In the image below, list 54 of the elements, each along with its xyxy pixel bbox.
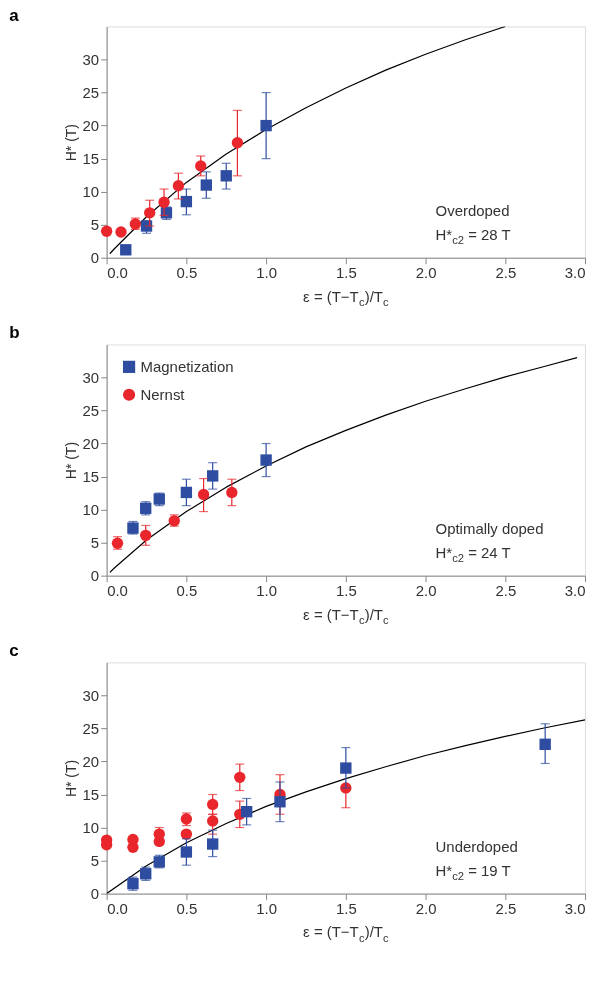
y-tick-label: 20 xyxy=(82,117,100,135)
x-tick-label: 3.0 xyxy=(564,264,586,282)
x-tick-label: 0.0 xyxy=(107,264,128,282)
chart-title: a xyxy=(9,5,20,25)
y-tick-label: 25 xyxy=(82,84,100,102)
x-tick-label: 0.0 xyxy=(107,900,128,918)
x-tick-label: 2.5 xyxy=(495,582,517,600)
y-axis-title: H* (T) xyxy=(62,124,79,162)
y-axis-title: H* (T) xyxy=(62,759,79,798)
y-tick-label: 0 xyxy=(90,885,100,903)
x-tick-label: 1.5 xyxy=(335,264,357,282)
x-tick-label: 1.5 xyxy=(335,582,357,600)
y-tick-label: 30 xyxy=(82,51,100,69)
annotation: Underdoped xyxy=(435,837,518,855)
x-tick-label: 1.5 xyxy=(335,900,357,918)
y-tick-label: 30 xyxy=(82,368,100,386)
x-tick-label: 2.0 xyxy=(415,900,437,918)
x-tick-label: 0.5 xyxy=(176,264,198,282)
x-tick-label: 2.0 xyxy=(415,582,437,600)
y-tick-label: 30 xyxy=(82,686,100,704)
x-tick-label: 3.0 xyxy=(564,900,586,918)
y-tick-label: 0 xyxy=(90,567,100,585)
x-tick-label: 1.0 xyxy=(256,900,277,918)
y-tick-label: 15 xyxy=(82,468,100,486)
x-tick-label: 1.0 xyxy=(256,582,277,600)
x-tick-label: 0.5 xyxy=(176,582,198,600)
y-tick-label: 5 xyxy=(90,534,100,552)
y-tick-label: 5 xyxy=(90,852,100,870)
legend-label: Magnetization xyxy=(140,357,234,375)
y-tick-label: 20 xyxy=(82,435,100,453)
chart-title: b xyxy=(9,323,20,343)
y-tick-label: 15 xyxy=(82,785,100,803)
y-tick-label: 10 xyxy=(82,819,100,837)
x-tick-label: 2.5 xyxy=(495,900,517,918)
y-tick-label: 10 xyxy=(82,183,100,201)
x-tick-label: 0.0 xyxy=(107,582,128,600)
y-tick-label: 0 xyxy=(90,249,100,267)
y-tick-label: 25 xyxy=(82,401,100,419)
chart-title: c xyxy=(9,641,19,661)
y-tick-label: 5 xyxy=(90,216,100,234)
y-tick-label: 15 xyxy=(82,150,100,168)
x-tick-label: 1.0 xyxy=(256,264,277,282)
x-tick-label: 0.5 xyxy=(176,900,198,918)
annotation: Optimally doped xyxy=(435,519,544,537)
x-tick-label: 2.0 xyxy=(415,264,437,282)
x-tick-label: 3.0 xyxy=(564,582,586,600)
y-tick-label: 25 xyxy=(82,719,100,737)
y-tick-label: 10 xyxy=(82,501,100,519)
y-tick-label: 20 xyxy=(82,752,100,770)
legend-label: Nernst xyxy=(140,385,186,403)
annotation: Overdoped xyxy=(435,201,510,219)
x-tick-label: 2.5 xyxy=(495,264,517,282)
y-axis-title: H* (T) xyxy=(62,441,79,480)
line-series xyxy=(109,357,578,573)
